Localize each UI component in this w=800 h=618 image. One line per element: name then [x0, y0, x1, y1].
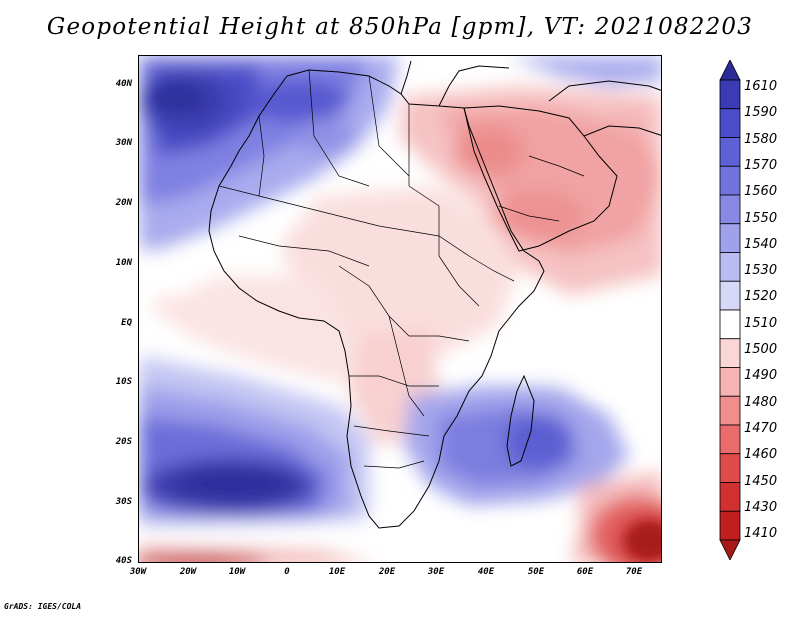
lat-label: 40N — [115, 79, 132, 89]
colorbar-level-label: 1550 — [744, 210, 778, 226]
map-panel — [138, 55, 662, 563]
lon-label: 20W — [179, 567, 197, 577]
colorbar-swatch — [719, 137, 741, 167]
colorbar-swatch — [719, 252, 741, 282]
coastline-outline — [208, 60, 661, 529]
colorbar-swatch — [719, 338, 741, 368]
country-borders — [218, 69, 585, 469]
lat-label: 20S — [115, 437, 132, 447]
colorbar-swatch — [719, 424, 741, 455]
colorbar-up-arrow — [719, 60, 741, 81]
colorbar-level-label: 1610 — [744, 79, 778, 94]
lon-label: 60E — [576, 567, 594, 577]
colorbar-swatch — [719, 79, 741, 110]
geopotential-field — [139, 56, 661, 562]
colorbar-level-label: 1460 — [744, 447, 778, 463]
colorbar-swatch — [719, 309, 741, 340]
lon-label: 0 — [284, 567, 290, 577]
map-title: Geopotential Height at 850hPa [gpm], VT:… — [46, 14, 754, 40]
colorbar-swatch — [719, 194, 741, 225]
colorbar-swatch — [719, 453, 741, 483]
lat-label: 10N — [115, 258, 132, 268]
lon-label: 70E — [625, 567, 643, 577]
lon-label: 50E — [527, 567, 545, 577]
colorbar-swatch — [719, 510, 741, 541]
colorbar-swatch — [719, 482, 741, 512]
colorbar-level-label: 1430 — [744, 499, 778, 515]
colorbar-swatch — [719, 165, 741, 196]
lat-label: 20N — [115, 198, 132, 208]
colorbar-level-label: 1450 — [744, 473, 778, 489]
lon-label: 10E — [328, 567, 346, 577]
colorbar-swatch — [719, 108, 741, 138]
colorbar-down-arrow — [719, 539, 741, 560]
colorbar-swatch — [719, 280, 741, 311]
colorbar-level-label: 1540 — [744, 236, 778, 252]
colorbar-level-label: 1590 — [744, 105, 778, 121]
colorbar-level-label: 1530 — [744, 263, 778, 279]
lon-label: 20E — [378, 567, 396, 577]
lat-label: 30S — [115, 497, 132, 507]
lat-label: 40S — [115, 556, 132, 566]
colorbar-level-label: 1510 — [744, 315, 778, 331]
colorbar-level-label: 1410 — [744, 526, 778, 542]
colorbar-swatch — [719, 395, 741, 426]
colorbar-level-label: 1580 — [744, 131, 778, 147]
colorbar-swatch — [719, 223, 741, 253]
colorbar-level-label: 1490 — [744, 368, 778, 384]
grads-credit: GrADS: IGES/COLA — [4, 602, 82, 611]
colorbar-level-label: 1500 — [744, 342, 778, 357]
lon-label: 10W — [228, 567, 246, 577]
colorbar-level-label: 1560 — [744, 184, 778, 200]
lon-label: 30E — [427, 567, 445, 577]
lon-label: 30W — [129, 567, 147, 577]
lat-label: 30N — [115, 138, 132, 148]
colorbar-level-label: 1480 — [744, 394, 778, 410]
colorbar-level-label: 1520 — [744, 289, 778, 305]
colorbar-level-label: 1570 — [744, 157, 778, 173]
colorbar-swatch — [719, 367, 741, 397]
lat-label: 10S — [115, 377, 132, 387]
lon-label: 40E — [477, 567, 495, 577]
lat-label: EQ — [121, 318, 132, 328]
colorbar-level-label: 1470 — [744, 420, 778, 436]
colorbar — [719, 60, 741, 560]
